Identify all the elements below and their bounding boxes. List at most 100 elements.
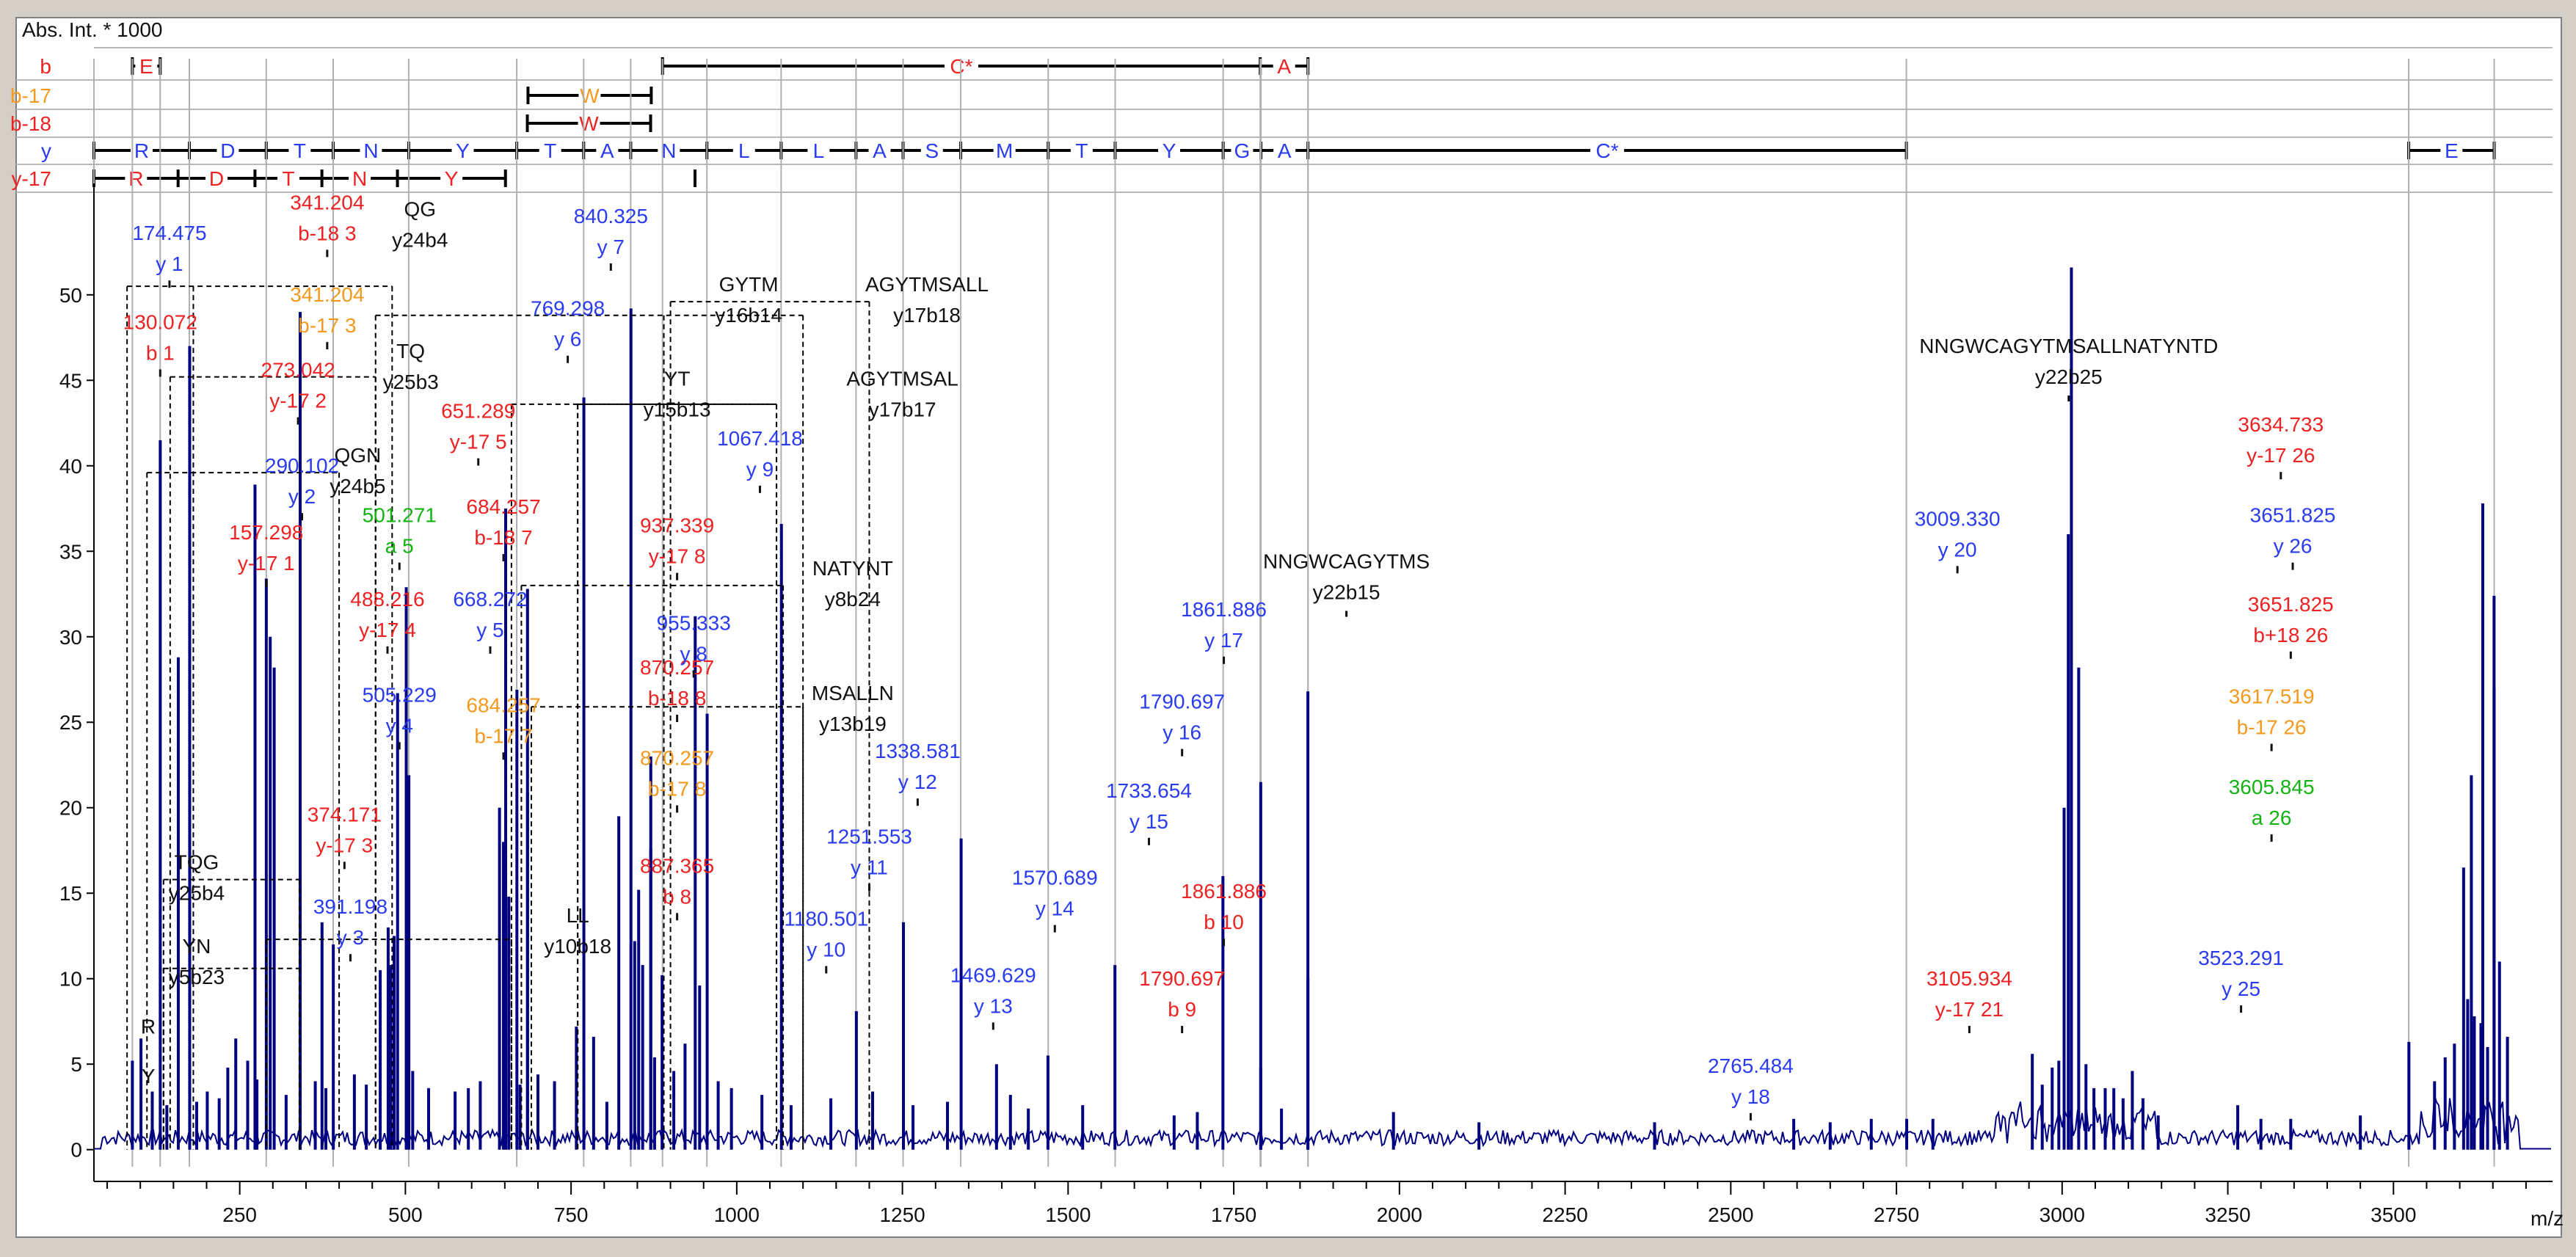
peak-mz-label: 3634.733 (2238, 413, 2324, 436)
internal-fragment-seq: NNGWCAGYTMS (1263, 550, 1430, 573)
peak-ion-label: y-17 4 (359, 619, 416, 641)
peak-mz-label: 1180.501 (784, 907, 868, 930)
ladder-residue-label: D (220, 139, 235, 162)
x-tick-label: 1500 (1045, 1203, 1091, 1226)
peak-ion-label: y 3 (337, 926, 364, 949)
x-tick-label: 2750 (1874, 1203, 1919, 1226)
peak-mz-label: 1251.553 (826, 826, 912, 848)
internal-fragment-seq: LL (567, 904, 589, 927)
internal-fragment-seq: QGN (334, 444, 381, 467)
internal-fragment-seq: YT (664, 367, 691, 390)
peak-mz-label: 130.072 (123, 310, 197, 333)
peak-mz-label: 374.171 (308, 803, 382, 826)
ladder-residue-label: W (579, 112, 599, 135)
ladder-residue-label: N (352, 167, 367, 190)
peak-mz-label: 840.325 (574, 205, 648, 227)
peak-mz-label: 1469.629 (950, 963, 1036, 986)
peak-ion-label: b+18 26 (2253, 624, 2328, 646)
peak-ion-label: y 20 (1938, 538, 1977, 561)
internal-fragment-ion: y22b25 (2035, 365, 2103, 388)
peak-ion-label: y 7 (597, 236, 625, 258)
ladder-series-name: b-17 (10, 84, 51, 107)
peak-mz-label: 1067.418 (717, 427, 803, 450)
y-tick-label: 35 (59, 540, 82, 563)
peak-mz-label: 3605.845 (2229, 776, 2315, 798)
peak-ion-label: b 9 (1168, 998, 1196, 1021)
internal-fragment-seq: MSALLN (812, 682, 894, 704)
peak-mz-label: 3523.291 (2198, 947, 2284, 969)
y-tick-label: 5 (70, 1053, 82, 1076)
y-tick-label: 40 (59, 455, 82, 478)
x-tick-label: 3250 (2205, 1203, 2250, 1226)
peak-ion-label: b-18 8 (648, 687, 706, 710)
ladder-series-name: b-18 (10, 112, 51, 135)
peak-mz-label: 3651.825 (2248, 593, 2334, 616)
x-axis-label: m/z (2530, 1207, 2564, 1230)
x-tick-label: 500 (388, 1203, 423, 1226)
internal-fragment-seq: YN (183, 935, 211, 958)
internal-fragment-ion: y13b19 (819, 713, 887, 735)
y-tick-label: 0 (70, 1139, 82, 1162)
peak-ion-label: y 6 (554, 328, 581, 351)
peak-ion-label: y 8 (680, 642, 707, 665)
peak-mz-label: 3105.934 (1926, 967, 2012, 990)
ladder-residue-label: C* (1596, 139, 1618, 162)
ladder-series-name: b (40, 55, 51, 78)
x-tick-label: 3500 (2371, 1203, 2416, 1226)
x-tick-label: 3000 (2040, 1203, 2085, 1226)
ladder-series-name: y-17 (12, 167, 51, 190)
peak-ion-label: y-17 1 (238, 552, 295, 575)
peak-ion-label: y 2 (288, 485, 316, 508)
peak-ion-label: y 16 (1163, 721, 1201, 744)
y-axis-label: Abs. Int. * 1000 (22, 18, 162, 41)
peak-ion-label: y 9 (746, 458, 774, 481)
ladder-residue-label: R (128, 167, 143, 190)
peak-ion-label: b-17 26 (2237, 716, 2307, 739)
peak-ion-label: b 1 (146, 341, 175, 364)
ladder-residue-label: L (738, 139, 750, 162)
internal-fragment-ion: y8b24 (825, 588, 881, 611)
internal-fragment-ion: y25b3 (382, 371, 438, 393)
x-tick-label: 250 (222, 1203, 257, 1226)
peak-mz-label: 501.271 (363, 504, 437, 527)
internal-fragment-ion: y15b13 (644, 398, 711, 420)
ladder-residue-label: A (1278, 139, 1292, 162)
peak-ion-label: b-18 7 (474, 526, 532, 549)
internal-fragment-seq: TQG (175, 851, 219, 874)
peak-ion-label: y-17 21 (1935, 998, 2004, 1021)
peak-ion-label: y-17 3 (316, 834, 373, 856)
peak-ion-label: y 15 (1129, 810, 1168, 833)
ladder-residue-label: T (544, 139, 556, 162)
ladder-residue-label: L (813, 139, 825, 162)
peak-mz-label: 870.257 (640, 746, 714, 769)
peak-ion-label: y 12 (898, 770, 937, 793)
y-tick-label: 30 (59, 626, 82, 649)
peak-mz-label: 2765.484 (1708, 1054, 1794, 1077)
internal-fragment-seq: AGYTMSALL (865, 273, 989, 296)
peak-ion-label: y 18 (1731, 1085, 1770, 1108)
peak-ion-label: y-17 2 (269, 390, 327, 412)
internal-fragment-ion: y17b18 (893, 304, 961, 327)
peak-mz-label: 870.257 (640, 656, 714, 679)
x-tick-label: 2500 (1708, 1203, 1753, 1226)
peak-ion-label: y 25 (2222, 977, 2260, 1000)
peak-ion-label: y 1 (156, 252, 183, 275)
peak-mz-label: 769.298 (531, 297, 605, 320)
ladder-residue-label: A (1277, 55, 1291, 78)
peak-mz-label: 341.204 (290, 191, 364, 214)
internal-fragment-ion: y5b23 (169, 966, 225, 988)
peak-ion-label: b-17 7 (474, 724, 532, 747)
internal-fragment-ion: y24b5 (330, 475, 385, 498)
ladder-residue-label: T (1075, 139, 1088, 162)
peak-mz-label: 391.198 (313, 895, 388, 918)
peak-ion-label: a 26 (2252, 806, 2292, 829)
x-tick-label: 1750 (1211, 1203, 1256, 1226)
residue-mark: Y (142, 1065, 156, 1087)
y-tick-label: 45 (59, 369, 82, 392)
ladder-residue-label: Y (1163, 139, 1176, 162)
ladder-residue-label: S (925, 139, 939, 162)
residue-mark: R (141, 1015, 156, 1038)
peak-ion-label: b-18 3 (298, 222, 356, 244)
peak-mz-label: 488.216 (350, 588, 424, 611)
